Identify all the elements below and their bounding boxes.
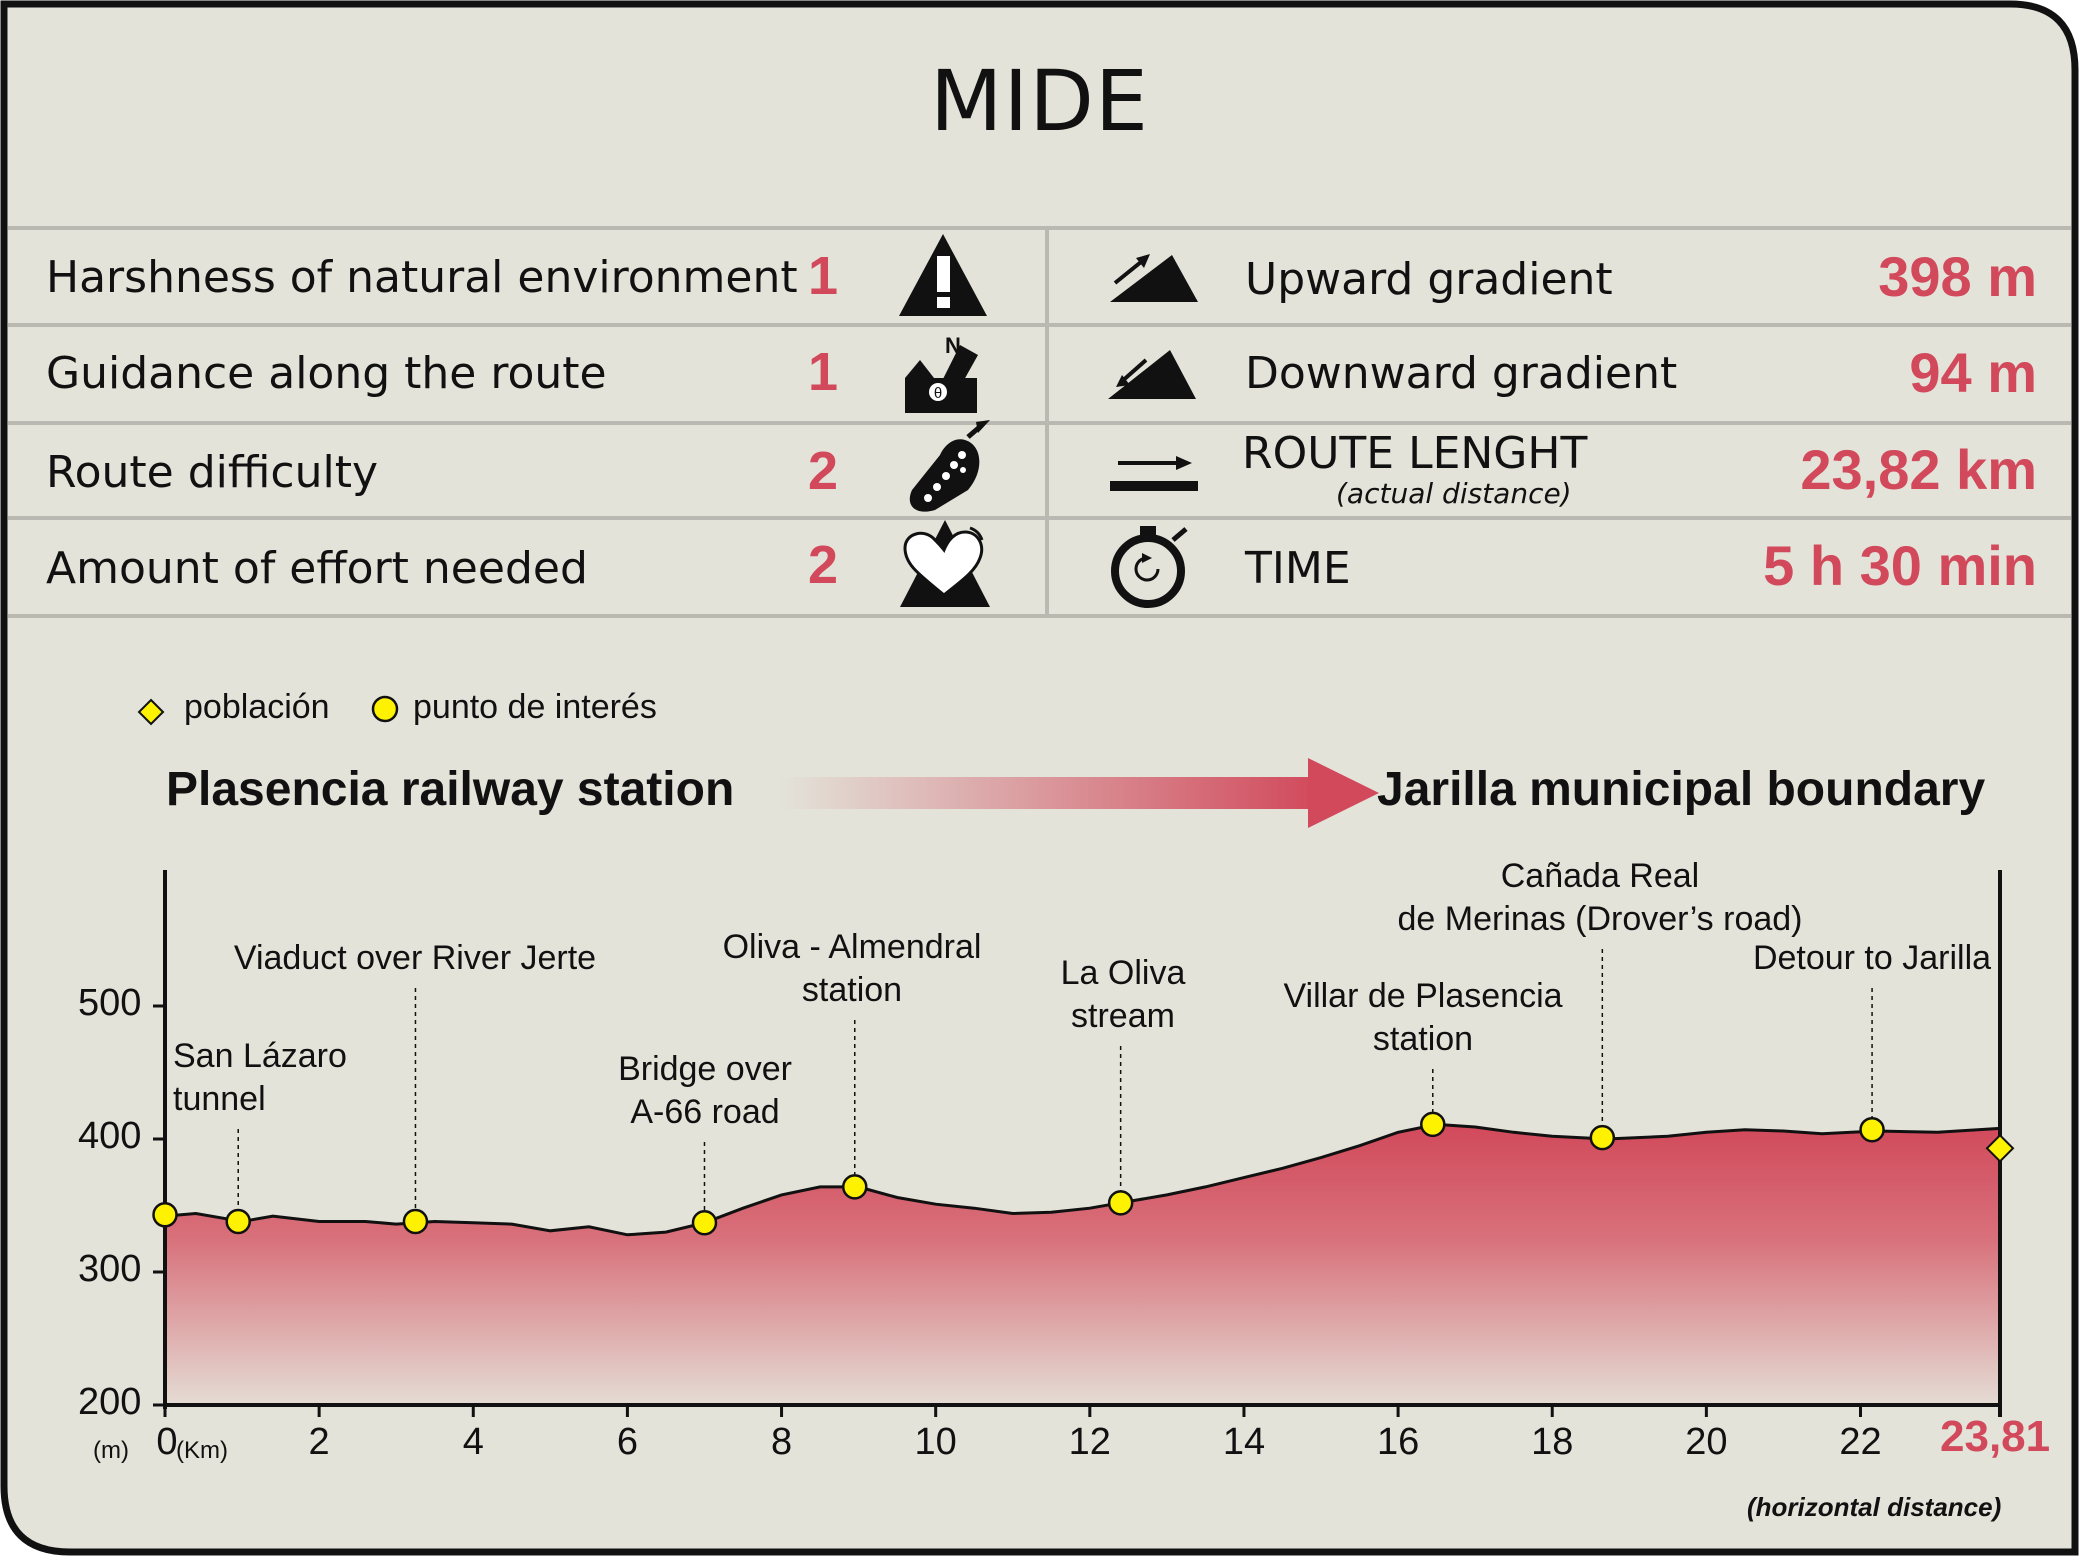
- stat-value-route-length: 23,82 km: [1800, 438, 2037, 501]
- poi-label: San Lázaro tunnel: [173, 1035, 633, 1121]
- page-title: MIDE: [929, 52, 1149, 150]
- route-end-label: Jarilla municipal boundary: [1377, 763, 1986, 816]
- x-tick-label: 20: [1685, 1421, 1728, 1463]
- poi-label: Oliva - Almendral station: [622, 926, 1082, 1012]
- horizontal-distance-note: (horizontal distance): [1747, 1492, 2002, 1522]
- warning-mountain-icon: [899, 234, 987, 316]
- x-unit-label: (Km): [176, 1437, 228, 1464]
- x-tick-label: 12: [1068, 1421, 1111, 1463]
- poi-label: Detour to Jarilla: [1642, 937, 2079, 980]
- mide-value-difficulty: 2: [808, 441, 839, 501]
- mide-label-effort: Amount of effort needed: [46, 543, 588, 594]
- poi-marker: [1420, 1111, 1446, 1138]
- stat-value-time: 5 h 30 min: [1763, 534, 2037, 597]
- poi-label-line: tunnel: [173, 1080, 266, 1118]
- x-tick-label: 2: [308, 1421, 330, 1463]
- x-tick-label: 4: [462, 1421, 484, 1463]
- x-tick-label: 18: [1531, 1421, 1574, 1463]
- elevation-profile-chart: [152, 870, 2015, 1417]
- x-tick-label: 6: [616, 1421, 638, 1463]
- y-tick-label: 300: [78, 1248, 142, 1290]
- poi-marker: [225, 1208, 251, 1235]
- poi-marker: [152, 1202, 178, 1228]
- elevation-area: [165, 1124, 2000, 1405]
- x-tick-label: 10: [914, 1421, 957, 1463]
- x-tick-label: 8: [770, 1421, 793, 1463]
- downward-gradient-icon: [1108, 350, 1196, 399]
- poi-label: Viaduct over River Jerte: [185, 937, 645, 980]
- svg-text:θ: θ: [934, 385, 942, 402]
- mide-value-effort: 2: [808, 535, 839, 595]
- mide-label-harshness: Harshness of natural environment: [46, 252, 798, 303]
- poi-marker: [842, 1174, 868, 1200]
- mide-value-harshness: 1: [808, 246, 839, 306]
- poi-marker: [1589, 1124, 1616, 1151]
- stopwatch-icon: [1111, 526, 1188, 608]
- y-tick-label: 500: [78, 982, 142, 1024]
- stat-label-upward: Upward gradient: [1245, 254, 1613, 305]
- compass-map-icon: θ N: [905, 333, 978, 413]
- poi-label-line: Viaduct over River Jerte: [233, 939, 597, 977]
- stat-label-time: TIME: [1245, 543, 1351, 594]
- poi-label: Bridge over A-66 road: [475, 1048, 935, 1134]
- poi-marker: [1107, 1190, 1134, 1216]
- poi-label-line: Villar de Plasencia: [1283, 977, 1563, 1015]
- x-tick-label: 16: [1376, 1421, 1420, 1463]
- route-start-label: Plasencia railway station: [166, 763, 735, 816]
- legend-town-label: población: [184, 688, 330, 726]
- poi-label-line: Oliva - Almendral: [722, 928, 982, 966]
- poi-label-line: station: [1372, 1020, 1474, 1058]
- poi-label: Cañada Real de Merinas (Drover’s road): [1370, 855, 1830, 941]
- poi-marker: [402, 1208, 429, 1235]
- stat-label-route-length: ROUTE LENGHT: [1242, 428, 1588, 479]
- y-tick-label: 200: [78, 1381, 142, 1423]
- poi-marker: [1859, 1116, 1885, 1143]
- x-tick-label: 0: [156, 1421, 178, 1463]
- poi-label-line: La Oliva: [1060, 954, 1186, 992]
- y-unit-label: (m): [93, 1437, 129, 1464]
- poi-label-line: Detour to Jarilla: [1752, 939, 1992, 977]
- x-tick-label: 22: [1839, 1421, 1882, 1463]
- svg-text:N: N: [945, 333, 961, 358]
- legend-poi-label: punto de interés: [413, 688, 657, 726]
- poi-label-line: San Lázaro: [173, 1037, 347, 1075]
- heart-mountain-icon: [900, 520, 990, 607]
- poi-marker: [691, 1210, 718, 1236]
- poi-label-line: A-66 road: [630, 1093, 780, 1131]
- poi-label-line: station: [801, 971, 903, 1009]
- stat-label-downward: Downward gradient: [1245, 348, 1678, 399]
- x-end-label: 23,81: [1940, 1412, 2051, 1461]
- route-direction-arrow: [780, 758, 1379, 828]
- poi-label-line: de Merinas (Drover’s road): [1397, 900, 1803, 938]
- poi-label-line: Bridge over: [618, 1050, 792, 1088]
- poi-label-line: Cañada Real: [1500, 857, 1700, 895]
- poi-label: Villar de Plasencia station: [1193, 975, 1653, 1061]
- mide-label-guidance: Guidance along the route: [46, 348, 607, 399]
- boot-print-icon: [909, 420, 990, 512]
- mide-value-guidance: 1: [808, 342, 839, 402]
- y-tick-label: 400: [78, 1115, 142, 1157]
- stat-sub-route-length: (actual distance): [1336, 477, 1572, 510]
- route-length-icon: [1110, 456, 1198, 491]
- town-marker: [1985, 1133, 2015, 1163]
- poi-label: La Oliva stream: [893, 952, 1353, 1038]
- table-grid: [8, 226, 2071, 618]
- upward-gradient-icon: [1110, 254, 1198, 302]
- legend-town-marker: [137, 698, 165, 726]
- x-tick-label: 14: [1222, 1421, 1266, 1463]
- stat-value-upward: 398 m: [1878, 245, 2037, 308]
- stat-value-downward: 94 m: [1909, 341, 2037, 404]
- legend-poi-marker: [371, 695, 399, 723]
- mide-label-difficulty: Route difficulty: [46, 447, 378, 498]
- poi-label-line: stream: [1071, 997, 1175, 1035]
